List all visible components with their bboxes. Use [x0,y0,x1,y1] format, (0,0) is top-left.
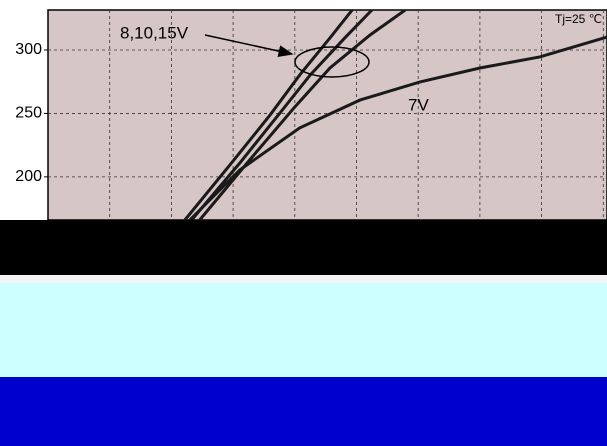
annotation: Tj=25 ℃ [555,12,602,26]
curve [190,10,373,220]
annotation: 7V [408,95,429,114]
arrow [204,34,294,57]
curve [183,10,354,220]
y-tick-label: 300 [15,41,42,58]
lines [183,10,607,220]
corrupted-band [0,220,607,275]
corrupted-band [0,283,607,377]
annotation: 8,10,15V [120,23,189,42]
highlight-ellipse [294,46,370,78]
curve [188,35,607,220]
grid [48,10,607,220]
corrupted-band [0,275,607,283]
y-tick-label: 200 [15,168,42,185]
y-tick-label: 250 [15,105,42,122]
corrupted-band [0,377,607,446]
